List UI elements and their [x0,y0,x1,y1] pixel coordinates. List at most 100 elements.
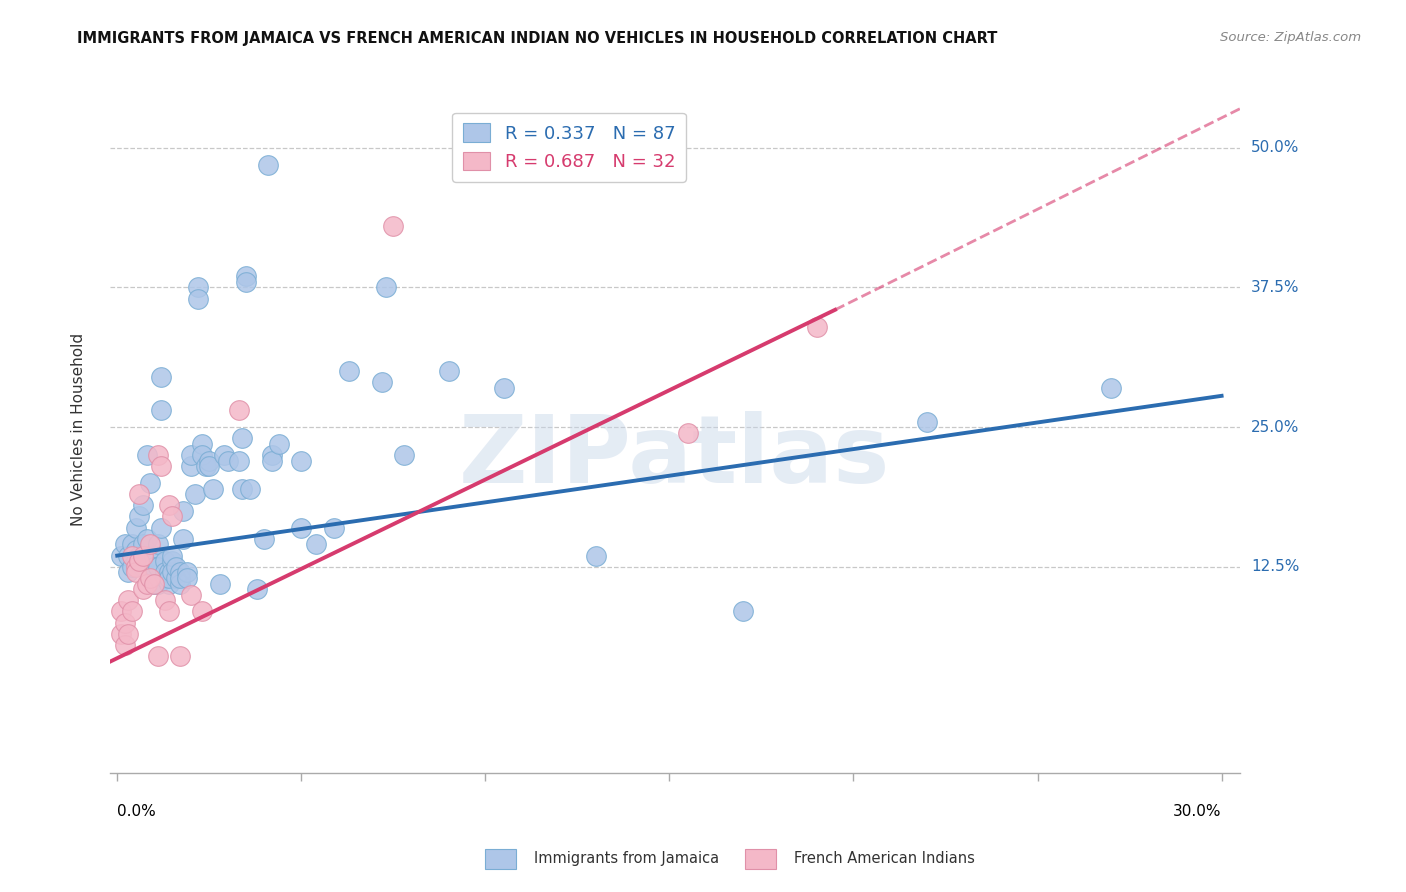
Point [124,559,146,574]
Point [176,571,198,585]
Point [191,604,214,618]
Point [191,437,214,451]
Point [132,499,155,513]
Point [676,425,699,440]
Text: French American Indians: French American Indians [794,851,976,865]
Point [139,475,162,490]
Point [228,403,250,417]
Point [135,532,157,546]
Point [323,521,346,535]
Point [246,582,269,596]
Text: 0.0%: 0.0% [117,804,156,819]
Point [153,571,176,585]
Point [117,566,139,580]
Point [110,549,132,563]
Point [585,549,607,563]
Point [128,487,150,501]
Point [132,559,155,574]
Point [150,369,173,384]
Text: 37.5%: 37.5% [1251,280,1299,295]
Point [169,566,191,580]
Point [132,549,155,563]
Point [135,576,157,591]
Point [157,499,180,513]
Point [146,649,169,664]
Point [198,453,221,467]
Text: ZIPatlas: ZIPatlas [460,411,890,503]
Point [235,275,257,289]
Point [374,280,396,294]
Point [169,571,191,585]
Text: 12.5%: 12.5% [1251,559,1299,574]
Point [117,593,139,607]
Point [143,576,166,591]
Point [128,549,150,563]
Point [169,576,191,591]
Point [180,448,202,462]
Point [382,219,405,233]
Point [231,482,253,496]
Point [121,559,143,574]
Point [228,453,250,467]
Point [371,376,394,390]
Point [731,604,754,618]
Point [305,537,328,551]
Point [110,604,132,618]
Point [191,448,214,462]
Point [146,576,169,591]
Text: Immigrants from Jamaica: Immigrants from Jamaica [534,851,720,865]
Point [180,459,202,474]
Point [180,588,202,602]
Point [187,280,209,294]
Point [157,604,180,618]
Point [394,448,416,462]
Text: IMMIGRANTS FROM JAMAICA VS FRENCH AMERICAN INDIAN NO VEHICLES IN HOUSEHOLD CORRE: IMMIGRANTS FROM JAMAICA VS FRENCH AMERIC… [77,31,998,46]
Text: 50.0%: 50.0% [1251,140,1299,155]
Point [114,537,136,551]
Point [915,415,938,429]
Point [165,559,187,574]
Point [169,649,191,664]
Point [143,576,166,591]
Point [235,269,257,284]
Point [231,431,253,445]
Point [187,292,209,306]
Point [260,448,283,462]
Point [117,549,139,563]
Point [194,459,217,474]
Point [806,319,828,334]
Point [183,487,205,501]
Point [162,549,184,563]
Point [124,566,146,580]
Point [153,593,176,607]
Point [132,582,155,596]
Point [139,571,162,585]
Point [153,554,176,568]
Point [139,571,162,585]
Point [110,627,132,641]
Point [209,576,232,591]
Point [1099,381,1122,395]
Point [437,364,460,378]
Point [114,615,136,630]
Point [121,537,143,551]
Point [172,504,194,518]
Point [253,532,276,546]
Point [269,437,291,451]
Point [150,459,173,474]
Point [139,537,162,551]
Point [124,554,146,568]
Point [121,549,143,563]
Point [157,566,180,580]
Point [162,566,184,580]
Point [260,453,283,467]
Point [239,482,262,496]
Point [135,448,157,462]
Point [162,554,184,568]
Point [217,453,239,467]
Point [124,543,146,558]
Point [143,549,166,563]
Text: 25.0%: 25.0% [1251,419,1299,434]
Point [150,521,173,535]
Point [257,157,280,171]
